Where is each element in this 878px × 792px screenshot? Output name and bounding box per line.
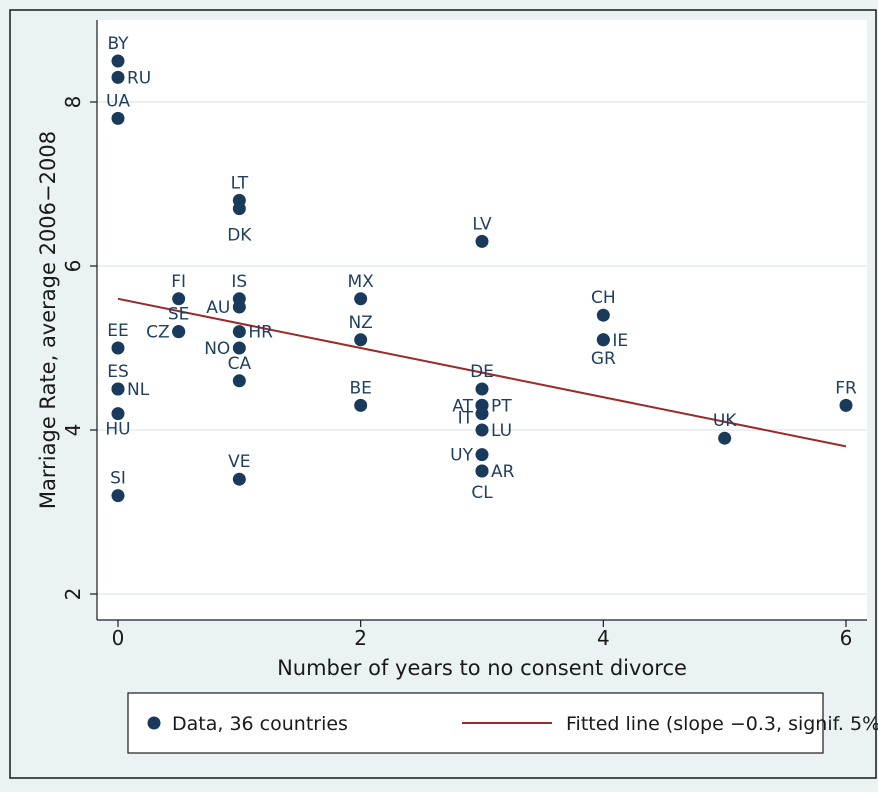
data-point-si [111, 489, 125, 503]
data-point-dk [232, 202, 246, 216]
fitted-line-layer [117, 297, 847, 448]
plot-area [97, 20, 867, 620]
data-points [111, 54, 853, 503]
data-point-au [232, 300, 246, 314]
point-label-uk: UK [713, 411, 737, 431]
point-label-nz: NZ [348, 313, 372, 333]
data-point-ve [232, 472, 246, 486]
data-point-mx [354, 292, 368, 306]
point-label-it: IT [458, 409, 474, 429]
x-tick-label-2: 4 [597, 626, 610, 650]
point-label-dk: DK [227, 226, 252, 246]
y-tick-label-0: 2 [61, 588, 85, 601]
point-label-fi: FI [171, 272, 186, 292]
point-label-mx: MX [348, 272, 375, 292]
point-label-lt: LT [231, 173, 249, 193]
point-label-es: ES [107, 362, 129, 382]
point-label-uy: UY [450, 446, 473, 466]
y-tick-label-1: 4 [61, 424, 85, 437]
data-point-nl [111, 382, 125, 396]
data-point-fi [172, 292, 186, 306]
data-point-ch [596, 308, 610, 322]
point-label-au: AU [206, 298, 230, 318]
data-point-gr [596, 333, 610, 347]
data-point-it [475, 407, 489, 421]
point-label-ch: CH [591, 288, 616, 308]
point-label-be: BE [349, 378, 371, 398]
x-tick-label-0: 0 [112, 626, 125, 650]
y-axis-title: Marriage Rate, average 2006−2008 [36, 131, 60, 509]
point-label-by: BY [107, 34, 129, 54]
point-label-ca: CA [228, 354, 252, 374]
y-tick-label-2: 6 [61, 260, 85, 273]
point-label-ar: AR [491, 462, 515, 482]
point-label-pt: PT [491, 396, 512, 416]
point-label-ua: UA [106, 91, 130, 111]
data-point-de [475, 382, 489, 396]
point-label-lv: LV [472, 214, 492, 234]
legend-label-fit: Fitted line (slope −0.3, signif. 5%) [566, 713, 878, 735]
point-label-hu: HU [105, 420, 130, 440]
point-label-is: IS [231, 272, 247, 292]
legend: Data, 36 countries Fitted line (slope −0… [127, 692, 878, 754]
data-point-ca [232, 374, 246, 388]
x-tick-label-1: 2 [354, 626, 367, 650]
point-label-hr: HR [248, 323, 273, 343]
point-label-gr: GR [591, 349, 616, 369]
data-point-be [354, 398, 368, 412]
point-label-lu: LU [491, 421, 512, 441]
data-point-uy [475, 448, 489, 462]
data-point-nz [354, 333, 368, 347]
point-label-ee: EE [107, 321, 128, 341]
axes: 2 4 6 8 0 2 4 6 [61, 20, 867, 650]
point-label-ve: VE [228, 452, 250, 472]
data-point-fr [839, 398, 853, 412]
legend-label-data: Data, 36 countries [172, 713, 348, 735]
point-label-cz: CZ [146, 323, 170, 343]
point-label-nl: NL [127, 380, 150, 400]
fitted-line [117, 297, 847, 448]
point-label-ru: RU [127, 68, 151, 88]
data-point-by [111, 54, 125, 68]
point-label-si: SI [110, 469, 126, 489]
data-point-ru [111, 70, 125, 84]
legend-marker-data [147, 716, 161, 730]
data-point-lv [475, 234, 489, 248]
x-tick-label-3: 6 [840, 626, 853, 650]
point-label-de: DE [470, 362, 494, 382]
point-label-cl: CL [471, 483, 493, 503]
data-point-ee [111, 341, 125, 355]
x-axis-title: Number of years to no consent divorce [277, 656, 687, 680]
data-point-no [232, 341, 246, 355]
data-point-cl [475, 464, 489, 478]
data-point-cz [172, 325, 186, 339]
point-label-at: AT [452, 396, 473, 416]
data-point-uk [718, 431, 732, 445]
data-point-hr [232, 325, 246, 339]
data-point-hu [111, 407, 125, 421]
point-label-fr: FR [835, 378, 857, 398]
point-label-se: SE [168, 305, 190, 325]
y-tick-label-3: 8 [61, 96, 85, 109]
data-point-lu [475, 423, 489, 437]
point-label-ie: IE [612, 331, 628, 351]
data-point-ua [111, 111, 125, 125]
point-label-no: NO [204, 339, 230, 359]
